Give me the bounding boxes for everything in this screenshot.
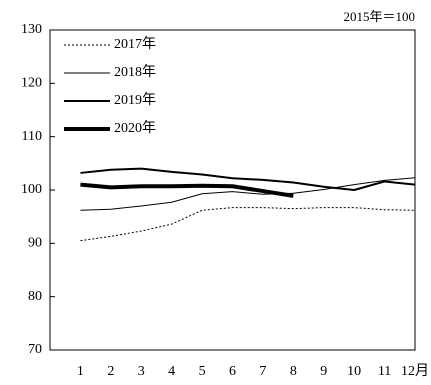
plot-frame <box>49 29 416 351</box>
x-tick-label: 6 <box>229 364 236 379</box>
y-tick-label: 130 <box>21 22 42 37</box>
x-tick-label: 2 <box>107 364 114 379</box>
x-tick-label: 12月 <box>401 363 429 379</box>
y-tick-label: 100 <box>21 182 42 197</box>
x-tick-label: 8 <box>290 364 297 379</box>
series-line <box>80 182 294 198</box>
x-tick-label: 1 <box>77 364 84 379</box>
annotation: 2015年＝100 <box>343 9 415 24</box>
x-tick-label: 4 <box>168 364 175 379</box>
x-tick-label: 9 <box>320 364 327 379</box>
legend-label: 2019年 <box>114 92 156 108</box>
y-tick-label: 110 <box>22 129 42 144</box>
x-tick-label: 3 <box>138 364 145 379</box>
legend-label: 2018年 <box>114 64 156 80</box>
y-tick-label: 120 <box>21 76 42 91</box>
legend-label: 2020年 <box>114 120 156 136</box>
series-line <box>80 207 416 242</box>
y-tick-label: 80 <box>28 289 42 304</box>
x-tick-label: 10 <box>347 364 361 379</box>
series-line <box>80 177 416 211</box>
y-tick-label: 70 <box>28 342 42 357</box>
y-tick-label: 90 <box>28 236 42 251</box>
x-tick-label: 7 <box>259 364 266 379</box>
x-tick-label: 5 <box>199 364 206 379</box>
legend-label: 2017年 <box>114 36 156 52</box>
x-tick-label: 11 <box>378 364 391 379</box>
series-line <box>80 167 416 191</box>
